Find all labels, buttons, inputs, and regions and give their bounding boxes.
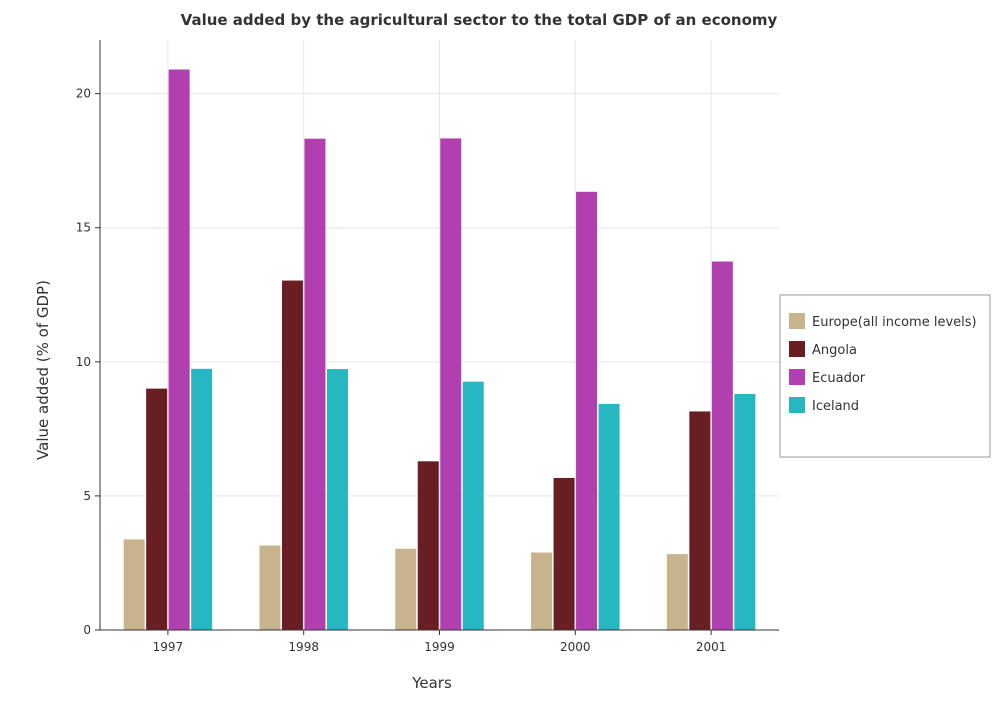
- y-tick-label: 20: [76, 87, 91, 101]
- bars: [123, 69, 756, 631]
- bar-iceland-1997: [191, 368, 213, 630]
- legend-label: Ecuador: [812, 371, 866, 386]
- y-axis-label: Value added (% of GDP): [34, 280, 52, 460]
- bar-iceland-2001: [734, 394, 756, 630]
- x-axis-label: Years: [411, 674, 452, 692]
- bar-iceland-2000: [598, 403, 620, 630]
- bar-europe-all-income-levels-1997: [123, 539, 145, 630]
- legend-swatch: [789, 341, 805, 357]
- bar-angola-1999: [417, 461, 439, 630]
- bar-europe-all-income-levels-2000: [531, 552, 553, 630]
- x-tick-label: 2001: [696, 640, 727, 654]
- x-tick-label: 1998: [288, 640, 319, 654]
- legend-swatch: [789, 397, 805, 413]
- y-tick-label: 5: [83, 489, 91, 503]
- bar-europe-all-income-levels-2001: [666, 554, 688, 630]
- bar-ecuador-1998: [304, 138, 326, 630]
- bar-angola-1997: [146, 388, 168, 630]
- bar-angola-2001: [689, 411, 711, 630]
- legend: Europe(all income levels) Angola Ecuador Ic…: [779, 294, 991, 458]
- chart-title: Value added by the agricultural sector t…: [181, 11, 778, 29]
- x-tick-label: 1999: [424, 640, 455, 654]
- legend-label: Europe(all income levels): [812, 315, 977, 330]
- legend-swatch: [789, 369, 805, 385]
- bar-europe-all-income-levels-1998: [259, 545, 281, 630]
- bar-iceland-1999: [462, 381, 484, 630]
- y-tick-label: 10: [76, 355, 91, 369]
- bar-angola-1998: [281, 280, 303, 630]
- axes: 0 5 10 15 20 1997 1998 1999 2000 2001: [76, 40, 779, 654]
- bar-angola-2000: [553, 477, 575, 630]
- legend-label: Angola: [812, 343, 857, 358]
- x-tick-label: 1997: [153, 640, 184, 654]
- legend-box: [779, 294, 991, 458]
- legend-swatch: [789, 313, 805, 329]
- x-tick-label: 2000: [560, 640, 591, 654]
- bar-ecuador-1997: [168, 69, 190, 630]
- legend-label: Iceland: [812, 399, 859, 414]
- bar-ecuador-2001: [711, 261, 733, 630]
- bar-iceland-1998: [326, 369, 348, 630]
- bar-ecuador-1999: [440, 138, 462, 630]
- bar-europe-all-income-levels-1999: [395, 548, 417, 630]
- bar-ecuador-2000: [576, 191, 598, 631]
- y-tick-label: 15: [76, 221, 91, 235]
- y-tick-label: 0: [83, 623, 91, 637]
